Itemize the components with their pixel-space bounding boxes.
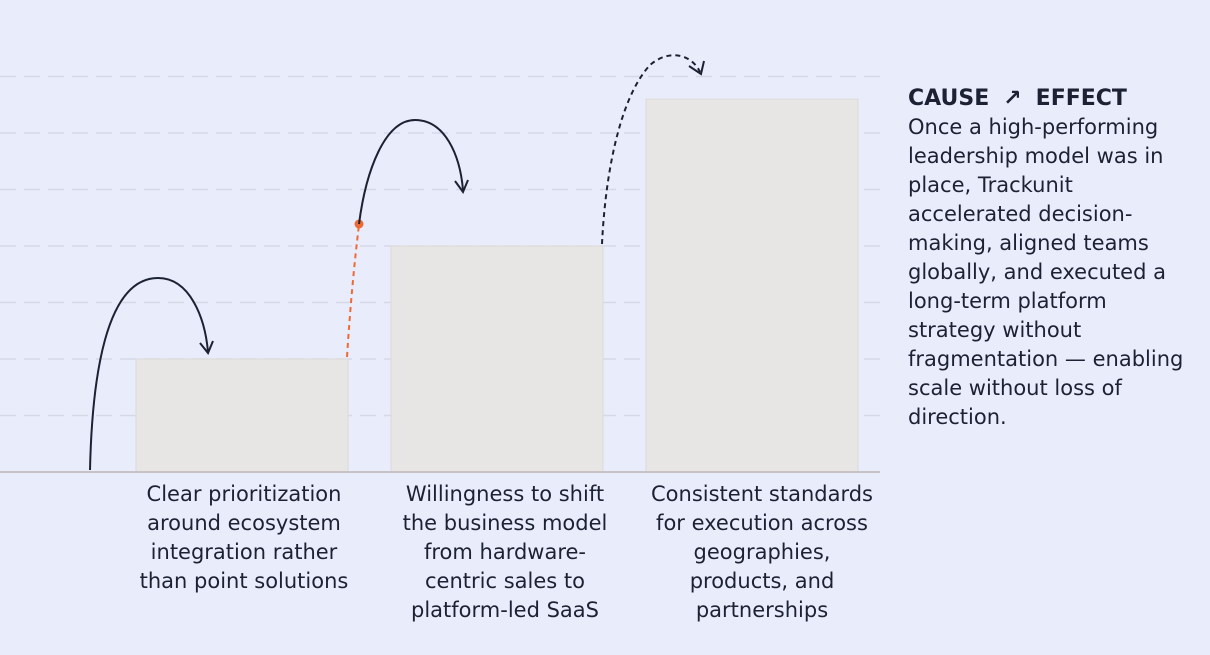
arrowhead-3: [688, 60, 705, 76]
cause-effect-description: Once a high-performing leadership model …: [908, 115, 1184, 429]
dashed-connector-orange: [346, 224, 360, 358]
staircase-diagram: [0, 54, 880, 473]
arrowhead-1: [199, 340, 214, 355]
step-bar-1: [135, 358, 349, 473]
step-1-label: Clear prioritization around ecosystem in…: [139, 482, 349, 593]
arrowhead-2: [454, 179, 469, 195]
effect-label: EFFECT: [1035, 86, 1127, 111]
step-bar-3: [645, 98, 859, 473]
arc-arrow-1: [89, 276, 209, 471]
step-bar-2: [390, 245, 604, 473]
cause-effect-heading: CAUSE ↗ EFFECT: [908, 84, 1198, 113]
cause-effect-panel: CAUSE ↗ EFFECT Once a high-performing lead…: [908, 84, 1198, 432]
dashed-arc-arrow-3: [601, 54, 701, 245]
arrow-up-right-icon: ↗: [1003, 86, 1022, 111]
step-2-label: Willingness to shift the business model …: [402, 482, 608, 622]
step-3-label: Consistent standards for execution acros…: [651, 482, 873, 622]
cause-label: CAUSE: [908, 86, 990, 111]
arc-arrow-2: [358, 118, 464, 225]
